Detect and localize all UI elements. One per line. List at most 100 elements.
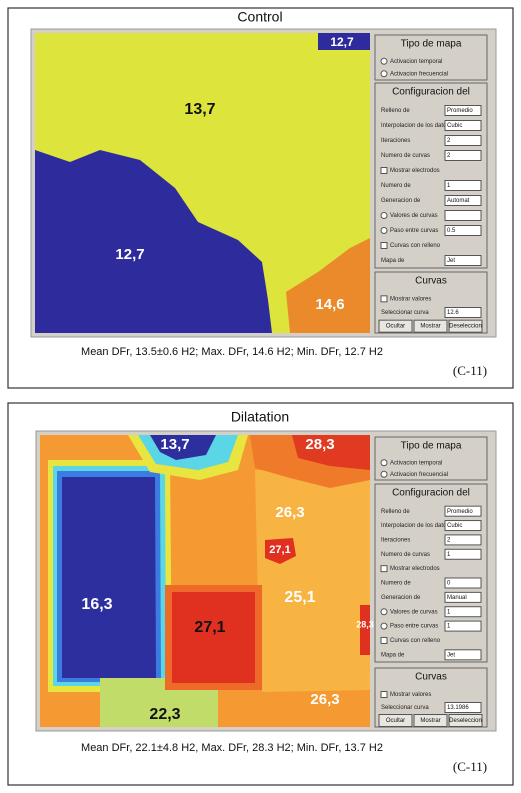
control-group: [374, 436, 488, 481]
field-value: 2: [447, 138, 451, 144]
field[interactable]: [444, 606, 482, 618]
field[interactable]: [444, 210, 482, 221]
field[interactable]: [444, 591, 482, 603]
radio[interactable]: [380, 227, 388, 234]
control-label: Valores de curvas: [390, 609, 438, 615]
contour-region: [100, 678, 218, 727]
button-label: Mostrar: [420, 718, 440, 724]
control-label: Interpolacion de los datos: [381, 523, 449, 529]
field-value: 2: [447, 153, 451, 159]
field[interactable]: [444, 105, 482, 116]
map-label: 26,3: [310, 691, 339, 708]
field[interactable]: [444, 548, 482, 560]
group-title: Configuracion del: [392, 488, 470, 499]
radio[interactable]: [380, 459, 388, 467]
field[interactable]: [444, 225, 482, 236]
control-label: Generacion de: [381, 595, 421, 601]
contour-region: [318, 33, 370, 50]
map-label: 22,3: [149, 706, 180, 723]
field-value: Promedio: [447, 108, 473, 114]
group-title: Tipo de mapa: [401, 441, 462, 452]
checkbox[interactable]: [380, 691, 388, 698]
map-label: 13,7: [184, 101, 215, 118]
field[interactable]: [444, 180, 482, 191]
contour-region: [172, 592, 255, 683]
checkbox[interactable]: [380, 565, 388, 573]
field[interactable]: [444, 135, 482, 146]
map-label: 16,3: [81, 596, 112, 613]
control-label: Activacion temporal: [390, 59, 442, 65]
field[interactable]: [444, 307, 482, 318]
group-title: Tipo de mapa: [401, 39, 462, 50]
field[interactable]: [444, 505, 482, 517]
field[interactable]: [444, 649, 482, 661]
field-value: 12.6: [447, 310, 459, 316]
caption: Mean DFr, 22.1±4.8 H2, Max. DFr, 28.3 H2…: [81, 742, 383, 754]
caption: Mean DFr, 13.5±0.6 H2; Max. DFr, 14.6 H2…: [81, 346, 383, 358]
button-label: Mostrar: [420, 324, 440, 330]
field[interactable]: [444, 520, 482, 532]
field-value: Jet: [447, 652, 455, 658]
control-label: Interpolacion de los datos: [381, 123, 449, 129]
field-value: 1: [447, 609, 451, 615]
control-label: Paso entre curvas: [390, 228, 438, 234]
checkbox[interactable]: [380, 167, 388, 174]
button-label: Deseleccion: [449, 324, 482, 330]
map-label: 12,7: [330, 35, 354, 49]
control-label: Curvas con relleno: [390, 243, 441, 249]
control-label: Numero de curvas: [381, 552, 430, 558]
field[interactable]: [444, 702, 482, 713]
control-label: Curvas con relleno: [390, 638, 441, 644]
field[interactable]: [444, 534, 482, 546]
control-label: Activacion frecuencial: [390, 71, 448, 77]
checkbox[interactable]: [380, 295, 388, 303]
control-label: Mostrar electrodos: [390, 566, 440, 572]
button[interactable]: [378, 714, 413, 727]
checkbox[interactable]: [380, 636, 388, 644]
control-label: Numero de curvas: [381, 153, 430, 159]
field-value: Cubic: [447, 523, 462, 529]
figure-tag: (C-11): [453, 759, 487, 774]
button-label: Ocultar: [386, 718, 405, 724]
radio[interactable]: [380, 57, 388, 65]
button[interactable]: [448, 714, 483, 727]
button[interactable]: [448, 319, 483, 333]
field-value: Cubic: [447, 123, 462, 129]
control-label: Relleno de: [381, 509, 410, 515]
button[interactable]: [413, 714, 448, 727]
field[interactable]: [444, 120, 482, 131]
control-label: Paso entre curvas: [390, 624, 438, 630]
checkbox[interactable]: [380, 242, 388, 249]
radio[interactable]: [380, 470, 388, 478]
control-label: Mapa de: [381, 652, 405, 658]
map-label: 27,1: [269, 544, 290, 556]
field[interactable]: [444, 150, 482, 161]
map-label: 27,1: [194, 619, 225, 636]
radio[interactable]: [380, 622, 388, 630]
map-label: 14,6: [315, 296, 344, 313]
radio[interactable]: [380, 608, 388, 616]
control-label: Generacion de: [381, 198, 421, 204]
panel-title: Dilatation: [231, 409, 289, 425]
field[interactable]: [444, 255, 482, 266]
map-label: 28,3: [356, 619, 374, 629]
control-group: [374, 34, 488, 81]
field-value: Manual: [447, 595, 467, 601]
field[interactable]: [444, 577, 482, 589]
field-value: Promedio: [447, 509, 473, 515]
control-label: Mostrar electrodos: [390, 168, 440, 174]
map-label: 13,7: [160, 436, 189, 453]
figure-tag: (C-11): [453, 363, 487, 378]
field[interactable]: [444, 620, 482, 632]
control-label: Numero de: [381, 581, 411, 587]
radio[interactable]: [380, 212, 388, 219]
contour-region: [265, 538, 296, 564]
button[interactable]: [378, 319, 413, 333]
button[interactable]: [413, 319, 448, 333]
control-label: Iteraciones: [381, 138, 410, 144]
radio[interactable]: [380, 70, 388, 78]
contour-region: [255, 470, 370, 692]
field-value: Jet: [447, 258, 455, 264]
field[interactable]: [444, 195, 482, 206]
